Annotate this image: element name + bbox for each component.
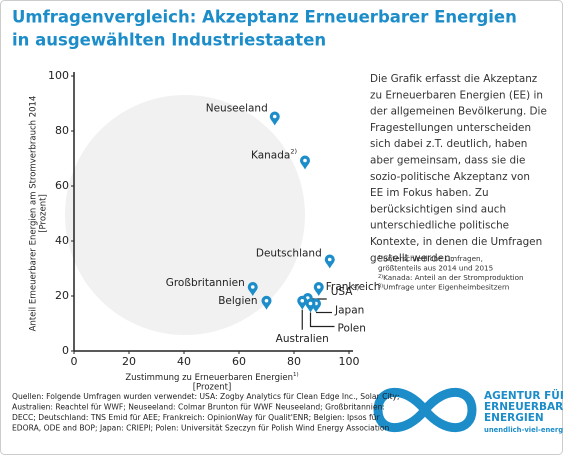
point-label: Frankreich [326,281,381,293]
logo-mark [373,387,477,433]
footnote: 1)unterschiedliche Umfragen, [378,254,483,263]
marker-dot [272,114,277,119]
marker-dot [316,285,321,289]
description-line: EE im Fokus haben. Zu [370,187,489,199]
marker [247,282,258,296]
y-axis-label: Anteil Erneuerbarer Energien am Stromver… [29,96,39,332]
x-axis-unit: [Prozent] [193,383,232,393]
text-part: Deutschland [256,248,322,260]
point-label: Australien [276,333,329,345]
description-line: der allgemeinen Bevölkerung. Die [370,106,547,118]
description-line: sich dabei z.T. deutlich, haben [370,138,527,150]
title-line: Umfragenvergleich: Akzeptanz Erneuerbare… [12,8,517,27]
marker [261,295,272,310]
text-part: Belgien [218,295,257,307]
x-tick-label: 100 [339,355,360,368]
logo-text: ERNEUERBARE [484,401,563,413]
description-line: gestellt werden. [370,252,454,264]
text-part: Japan [334,305,364,317]
text-part: größtenteils aus 2014 und 2015 [378,264,493,273]
text-part: Neuseeland [206,103,268,115]
text-part: Umfrage unter Eigenheimbesitzern [383,283,509,292]
marker-dot [327,257,332,262]
point-label: Neuseeland [206,103,268,115]
logo-text: ENERGIEN [484,412,544,424]
description-line: berücksichtigen sind auch [370,203,506,215]
marker [305,298,316,313]
description-line: Fragestellungen unterscheiden [370,122,531,134]
marker [269,111,280,126]
y-tick-label: 20 [55,289,69,302]
point-label: Belgien [218,295,257,307]
title-line: in ausgewählten Industriestaaten [12,31,326,50]
text-part: Zustimmung zu Erneuerbaren Energien [125,373,293,383]
leader-line [309,312,335,328]
y-tick-label: 40 [55,234,69,247]
source-line: EDORA, ODE and BOP; Japan: CRIEPI; Polen… [12,424,390,433]
point-label: Kanada2) [251,148,297,162]
marker [297,295,308,310]
marker [300,155,310,170]
y-axis-unit: [Prozent] [39,194,49,233]
point-label: Polen [338,323,366,335]
x-tick-label: 60 [232,355,246,368]
source-line: DECC; Deutschland: TNS Emid für AEE; Fra… [12,413,380,422]
description-line: sozio-politische Akzeptanz von [370,171,530,183]
description-line: unterschiedliche politische [370,220,509,232]
y-tick-label: 60 [55,179,69,192]
text-part: 2) [290,148,297,156]
marker-dot [303,158,307,163]
point-label: USA3) [331,284,359,298]
source-line: Australien: Reachtel für WWF; Neuseeland… [12,403,385,412]
y-tick-label: 100 [48,69,69,82]
text-part: 1) [293,372,299,378]
text-part: Kanada: Anteil an der Stromproduktion [383,273,523,282]
text-part: Großbritannien [166,277,245,289]
text-part: Frankreich [326,281,381,293]
marker-dot [264,298,269,303]
point-label: Großbritannien [166,277,245,289]
text-part: 3) [378,283,383,289]
point-label: Japan [334,305,364,317]
marker [324,254,335,269]
logo-text: AGENTUR FÜR [484,388,563,402]
globe-background [65,95,305,335]
footnote: 2)Kanada: Anteil an der Stromproduktion [378,273,524,282]
point-label: Deutschland [256,248,322,260]
text-part: USA [331,286,354,298]
text-part: unterschiedliche Umfragen, [383,254,483,263]
description-line: Die Grafik erfasst die Akzeptanz [370,73,537,85]
footnote: 3)Umfrage unter Eigenheimbesitzern [378,283,509,292]
description-line: zu Erneuerbaren Energien (EE) in [370,89,543,101]
marker-dot [300,298,305,303]
description-line: Kontexte, in denen die Umfragen [370,236,542,248]
marker-dot [250,285,255,289]
x-tick-label: 20 [122,355,136,368]
y-tick-label: 80 [55,124,69,137]
marker-dot [308,301,313,306]
description-line: aber gemeinsam, dass sie die [370,155,525,167]
text-part: 1) [378,255,383,261]
x-tick-label: 0 [71,355,78,368]
text-part: Kanada [251,150,290,162]
y-tick-label: 0 [62,344,69,357]
text-part: 2) [378,274,383,280]
x-tick-label: 40 [177,355,191,368]
marker [313,282,324,296]
x-tick-label: 80 [287,355,301,368]
text-part: 3) [352,284,359,292]
text-part: Australien [276,333,329,345]
source-line: Quellen: Folgende Umfragen wurden verwen… [12,392,400,401]
footnote: größtenteils aus 2014 und 2015 [378,264,493,273]
logo-url: unendlich-viel-energie.de [484,426,563,434]
text-part: Polen [338,323,366,335]
x-axis-label: Zustimmung zu Erneuerbaren Energien1) [125,372,298,383]
